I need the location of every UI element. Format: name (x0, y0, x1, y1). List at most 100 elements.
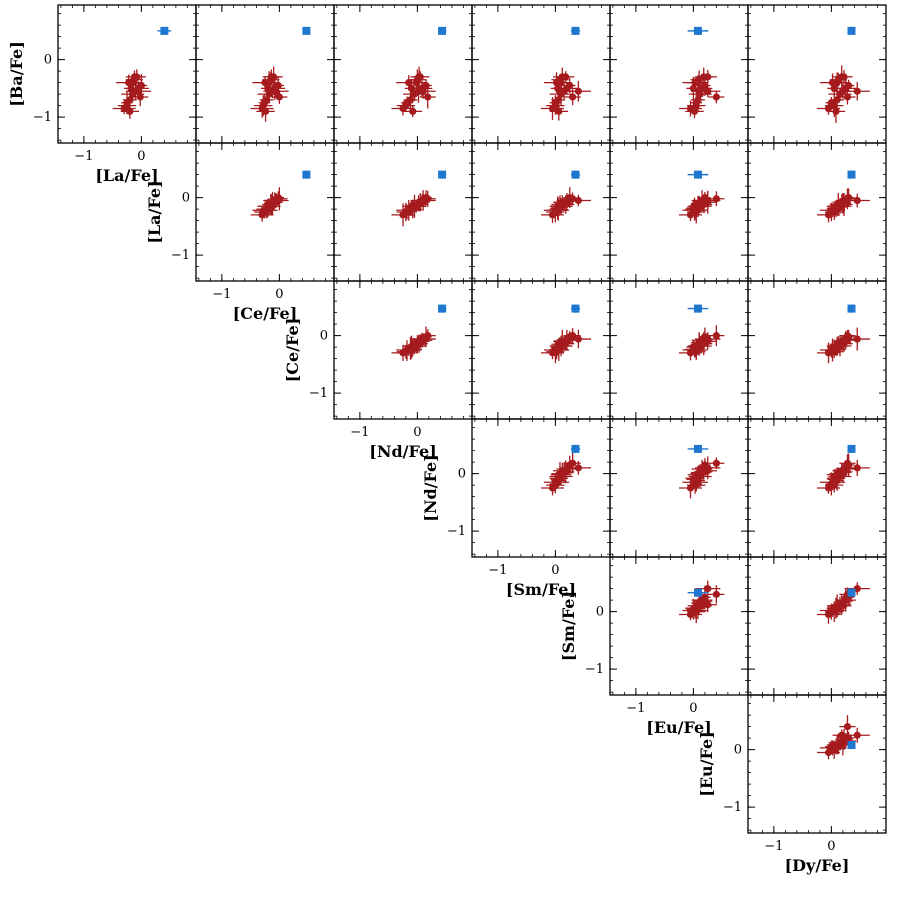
sample-point (403, 208, 411, 216)
sample-point (126, 107, 134, 115)
panel-sm-vs-ce (471, 280, 611, 420)
sample-point (555, 345, 563, 354)
reference-point (571, 444, 580, 453)
sample-point (399, 104, 407, 113)
sample-point (843, 723, 852, 731)
reference-point (571, 304, 580, 313)
reference-point (571, 26, 580, 35)
sample-point (261, 107, 270, 115)
x-tick-label: −1 (212, 287, 231, 302)
sample-point (832, 107, 840, 115)
sample-point (562, 468, 570, 476)
sample-point (853, 731, 861, 739)
x-tick-label: 0 (413, 425, 421, 440)
sample-point (569, 93, 577, 101)
panel-eu-vs-ce (609, 280, 749, 420)
panel-nd-vs-ce: −1 −1 0 0 [Nd/Fe] [Ce/Fe] (283, 280, 473, 461)
panel-frame (747, 556, 887, 696)
panel-frame (747, 142, 887, 282)
sample-point (853, 196, 861, 205)
reference-point (693, 170, 702, 179)
y-tick-label: 0 (320, 329, 328, 344)
sample-point (712, 93, 720, 101)
panel-frame (609, 4, 749, 144)
sample-point (692, 99, 700, 107)
sample-point (686, 484, 695, 492)
sample-point (840, 200, 848, 209)
sample-point (557, 79, 565, 87)
reference-point (160, 26, 169, 35)
reference-point (847, 444, 856, 453)
sample-point (833, 79, 841, 87)
sample-point (700, 73, 708, 81)
sample-point (700, 597, 708, 605)
x-axis-label: [La/Fe] (95, 166, 158, 185)
sample-point (853, 464, 861, 472)
sample-point (694, 79, 702, 87)
panel-frame (747, 280, 887, 420)
x-axis-label: [Sm/Fe] (506, 580, 576, 599)
panel-sm-vs-la (471, 142, 611, 282)
sample-point (843, 459, 852, 467)
sample-point (574, 196, 582, 205)
y-tick-label: −1 (309, 386, 328, 401)
y-tick-label: 0 (44, 53, 52, 68)
y-tick-label: −1 (585, 662, 604, 677)
reference-point (693, 444, 702, 453)
sample-point (690, 205, 699, 213)
panel-frame (471, 280, 611, 420)
sample-point (555, 205, 563, 213)
sample-point (689, 84, 697, 92)
panel-ce-vs-ba (195, 4, 335, 144)
sample-point (840, 735, 848, 743)
sample-point (853, 87, 861, 95)
panel-dy-vs-ba (747, 4, 887, 144)
sample-point (562, 200, 570, 209)
y-tick-label: 0 (182, 191, 190, 206)
sample-point (840, 73, 848, 81)
sample-point (267, 200, 275, 209)
sample-point (403, 99, 411, 107)
sample-point (824, 748, 833, 757)
sample-point (827, 480, 835, 488)
panel-dy-vs-la (747, 142, 887, 282)
panel-frame (747, 4, 887, 144)
panel-ce-vs-la: −1 −1 0 0 [Ce/Fe] [La/Fe] (145, 142, 335, 323)
panel-la-vs-ba: −1 −1 0 0 [La/Fe] [Ba/Fe] (7, 4, 197, 185)
x-axis-label: [Eu/Fe] (646, 718, 711, 737)
sample-point (409, 107, 417, 115)
sample-point (840, 468, 848, 476)
x-tick-label: −1 (350, 425, 369, 440)
reference-point (438, 170, 447, 179)
sample-point (686, 610, 695, 619)
sample-point (548, 104, 557, 113)
reference-point (847, 170, 856, 179)
sample-point (832, 604, 840, 612)
sample-point (551, 99, 559, 107)
y-axis-label: [Ba/Fe] (7, 41, 26, 107)
sample-point (424, 93, 432, 101)
sample-point (566, 81, 574, 90)
sample-point (569, 459, 577, 467)
sample-point (137, 81, 145, 90)
y-tick-label: 0 (458, 467, 466, 482)
panel-sm-vs-ba (471, 4, 611, 144)
y-tick-label: −1 (171, 248, 190, 263)
sample-point (574, 464, 582, 472)
sample-point (555, 107, 563, 115)
sample-point (123, 99, 131, 107)
sample-point (824, 104, 833, 113)
sample-point (690, 474, 699, 482)
panel-nd-vs-la (333, 142, 473, 282)
sample-point (419, 87, 427, 95)
panel-frame (333, 4, 473, 144)
sample-point (551, 480, 559, 488)
sample-point (690, 604, 699, 612)
x-tick-label: −1 (626, 701, 645, 716)
sample-point (134, 87, 143, 95)
sample-point (409, 345, 417, 354)
sample-point (832, 345, 840, 354)
panel-frame (471, 4, 611, 144)
x-tick-label: 0 (137, 149, 145, 164)
